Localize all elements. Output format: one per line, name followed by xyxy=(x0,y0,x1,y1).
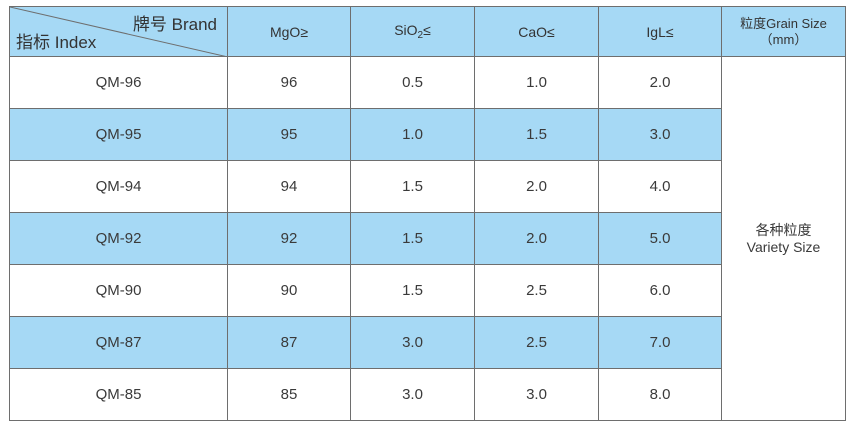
cao-cell: 2.0 xyxy=(474,212,599,265)
size-line-en: Variety Size xyxy=(746,238,821,255)
grain-size-cell: 各种粒度 Variety Size xyxy=(721,56,846,421)
mgo-cell: 92 xyxy=(227,212,351,265)
cao-cell: 1.5 xyxy=(474,108,599,161)
diagonal-divider xyxy=(10,7,228,57)
mgo-cell: 94 xyxy=(227,160,351,213)
mgo-cell: 95 xyxy=(227,108,351,161)
table-row: QM-94 94 1.5 2.0 4.0 xyxy=(9,160,846,213)
mgo-cell: 85 xyxy=(227,368,351,421)
mgo-cell: 90 xyxy=(227,264,351,317)
grade-cell: QM-94 xyxy=(9,160,228,213)
igl-cell: 7.0 xyxy=(598,316,722,369)
grain-size-unit: （mm） xyxy=(759,31,808,47)
igl-cell: 4.0 xyxy=(598,160,722,213)
mgo-header: MgO≥ xyxy=(227,6,351,57)
grade-cell: QM-92 xyxy=(9,212,228,265)
sio2-cell: 1.5 xyxy=(350,264,475,317)
grade-cell: QM-87 xyxy=(9,316,228,369)
cao-cell: 2.5 xyxy=(474,316,599,369)
grade-cell: QM-90 xyxy=(9,264,228,317)
table-row: QM-90 90 1.5 2.5 6.0 xyxy=(9,264,846,317)
brand-header: 牌号 Brand xyxy=(132,15,217,34)
sio2-cell: 0.5 xyxy=(350,56,475,109)
index-header: 指标 Index xyxy=(16,33,97,52)
grade-cell: QM-95 xyxy=(9,108,228,161)
cao-cell: 2.0 xyxy=(474,160,599,213)
sio2-cell: 1.0 xyxy=(350,108,475,161)
sio2-cell: 1.5 xyxy=(350,212,475,265)
igl-cell: 6.0 xyxy=(598,264,722,317)
corner-header-cell: 牌号 Brand 指标 Index xyxy=(9,6,228,57)
grade-cell: QM-96 xyxy=(9,56,228,109)
cao-cell: 1.0 xyxy=(474,56,599,109)
igl-cell: 8.0 xyxy=(598,368,722,421)
igl-cell: 2.0 xyxy=(598,56,722,109)
grain-size-header: 粒度Grain Size （mm） xyxy=(721,6,846,57)
igl-cell: 5.0 xyxy=(598,212,722,265)
cao-cell: 3.0 xyxy=(474,368,599,421)
size-line-cn: 各种粒度 xyxy=(755,221,812,238)
mgo-cell: 96 xyxy=(227,56,351,109)
table-row: QM-92 92 1.5 2.0 5.0 xyxy=(9,212,846,265)
sio2-header: SiO2≤ xyxy=(350,6,475,57)
sio2-cell: 1.5 xyxy=(350,160,475,213)
table-row: QM-85 85 3.0 3.0 8.0 xyxy=(9,368,846,421)
table-row: QM-87 87 3.0 2.5 7.0 xyxy=(9,316,846,369)
cao-header: CaO≤ xyxy=(474,6,599,57)
cao-cell: 2.5 xyxy=(474,264,599,317)
table-row: QM-96 96 0.5 1.0 2.0 各种粒度 Variety Size xyxy=(9,56,846,421)
sio2-cell: 3.0 xyxy=(350,368,475,421)
grain-size-title: 粒度Grain Size xyxy=(740,15,827,31)
table-row: QM-95 95 1.0 1.5 3.0 xyxy=(9,108,846,161)
sio2-subscript: 2 xyxy=(417,30,424,41)
igl-cell: 3.0 xyxy=(598,108,722,161)
header-row: 牌号 Brand 指标 Index MgO≥ SiO2≤ CaO≤ IgL≤ 粒… xyxy=(9,6,846,57)
igl-header: IgL≤ xyxy=(598,6,722,57)
mgo-cell: 87 xyxy=(227,316,351,369)
sio2-cell: 3.0 xyxy=(350,316,475,369)
spec-table: 牌号 Brand 指标 Index MgO≥ SiO2≤ CaO≤ IgL≤ 粒… xyxy=(9,6,846,421)
grade-cell: QM-85 xyxy=(9,368,228,421)
